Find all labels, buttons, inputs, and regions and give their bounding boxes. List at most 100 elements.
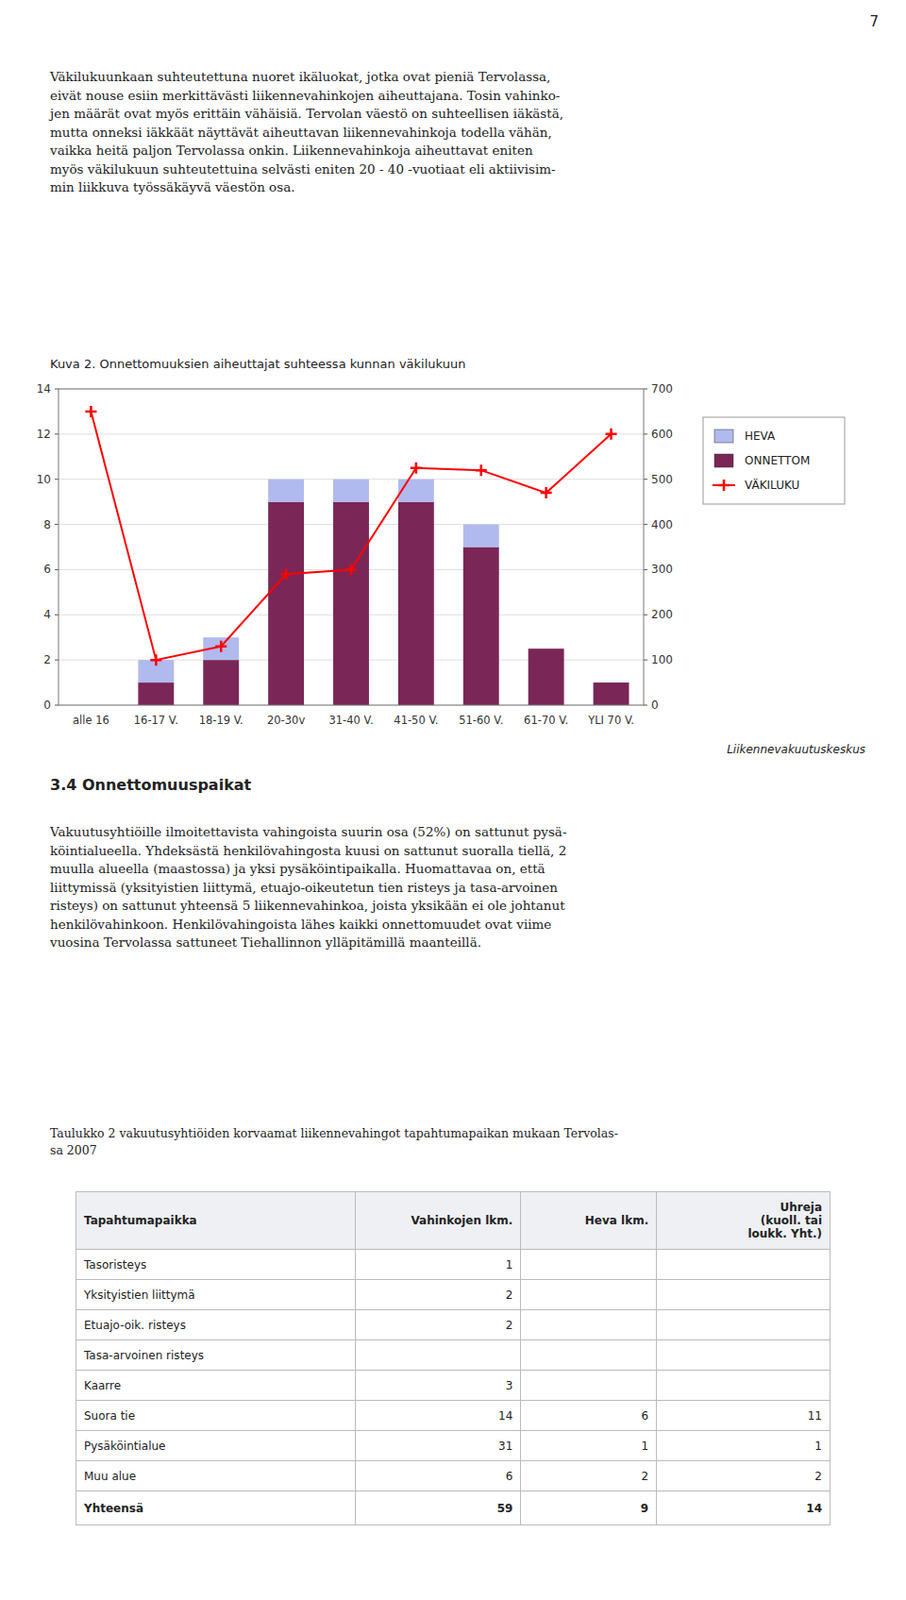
chart-title: Kuva 2. Onnettomuuksien aiheuttajat suht…: [50, 356, 466, 371]
table-cell: Yhteensä: [76, 1491, 356, 1526]
table-head: TapahtumapaikkaVahinkojen lkm.Heva lkm.U…: [76, 1191, 831, 1250]
table-row: Yksityistien liittymä2: [76, 1279, 831, 1310]
grid: [58, 388, 644, 705]
paragraph: Vakuutusyhtiöille ilmoitettavista vahing…: [50, 822, 862, 953]
table-cell: [656, 1340, 831, 1371]
tick-label: 300: [651, 562, 673, 576]
marker: [540, 486, 553, 499]
tick-label: 700: [651, 382, 673, 396]
legend-swatch: [714, 429, 734, 443]
table-wrap: TapahtumapaikkaVahinkojen lkm.Heva lkm.U…: [75, 1191, 831, 1526]
legend-entry: HEVA: [744, 429, 776, 443]
tick-label: 500: [651, 472, 673, 487]
marker: [605, 428, 618, 440]
marks: [84, 405, 629, 705]
legend-box: [703, 417, 845, 504]
tick-label: 8: [43, 518, 51, 532]
tick-mark: [54, 388, 59, 390]
bar: [593, 682, 630, 684]
table-cell: Tasoristeys: [76, 1249, 356, 1280]
bar: [202, 659, 239, 705]
table-row: Etuajo-oik. risteys2: [76, 1309, 831, 1341]
marker: [475, 464, 487, 476]
category-label: 16-17 V.: [134, 713, 179, 727]
marker: [345, 563, 357, 575]
tick-label: 4: [43, 607, 51, 621]
tick-label: 400: [651, 518, 673, 532]
table-cell: 31: [354, 1430, 521, 1461]
tick-mark: [643, 388, 648, 390]
tick-mark: [54, 569, 59, 571]
category-label: 20-30v: [267, 713, 305, 727]
table-cell: 14: [656, 1491, 831, 1526]
table-cell: [520, 1249, 657, 1280]
legend-swatch: [718, 479, 730, 491]
line: [90, 411, 611, 660]
tick-label: 6: [43, 562, 51, 576]
table-cell: Yksityistien liittymä: [76, 1279, 356, 1310]
bar: [398, 502, 435, 705]
tick-mark: [54, 614, 59, 616]
table-row: Kaarre3: [76, 1370, 831, 1401]
table-cell: [656, 1279, 831, 1310]
table-cell: [520, 1340, 657, 1371]
table: TapahtumapaikkaVahinkojen lkm.Heva lkm.U…: [75, 1191, 831, 1526]
table-cell: 9: [520, 1491, 657, 1526]
table-cell: 6: [354, 1460, 521, 1492]
table-cell: 3: [354, 1370, 521, 1401]
table-cell: [656, 1309, 831, 1341]
table-cell: [656, 1370, 831, 1401]
category-label: 41-50 V.: [393, 713, 438, 727]
tick-mark: [643, 478, 648, 480]
legend-swatch: [714, 453, 734, 468]
table-row: Tasa-arvoinen risteys: [76, 1340, 831, 1371]
tick-label: 0: [43, 698, 51, 712]
category-label: 18-19 V.: [199, 713, 244, 727]
table-cell: Etuajo-oik. risteys: [76, 1309, 356, 1341]
table-cell: Pysäköintialue: [76, 1430, 356, 1461]
tick-label: 600: [651, 427, 673, 441]
tick-mark: [643, 704, 648, 706]
marker: [410, 462, 422, 474]
table-cell: 2: [520, 1460, 657, 1492]
bar: [398, 479, 435, 503]
chart: 024681012140100200300400500600700alle 16…: [0, 379, 906, 743]
tick-label: 12: [36, 427, 51, 441]
category-label: alle 16: [72, 713, 110, 727]
bar: [333, 502, 370, 705]
table-cell: 6: [520, 1400, 657, 1431]
table-cell: [520, 1370, 657, 1401]
table-cell: 1: [354, 1249, 521, 1280]
table-cell: 2: [354, 1309, 521, 1341]
table-cell: [520, 1309, 657, 1341]
table-row: Tasoristeys1: [76, 1249, 831, 1280]
bar: [333, 479, 370, 503]
table-cell: Kaarre: [76, 1370, 356, 1401]
tick-label: 10: [36, 472, 51, 487]
table-body: Tasoristeys1Yksityistien liittymä2Etuajo…: [76, 1249, 831, 1526]
bar: [528, 648, 565, 650]
tick-mark: [54, 523, 59, 525]
marker: [150, 654, 162, 666]
tick-label: 2: [43, 653, 51, 667]
table-cell: Suora tie: [76, 1400, 356, 1431]
plot-background: [58, 388, 644, 705]
tick-mark: [643, 523, 648, 525]
bar: [268, 502, 304, 705]
table-row: Suora tie14611: [76, 1400, 831, 1431]
bar: [463, 524, 500, 548]
tick-mark: [54, 478, 59, 480]
tick-label: 0: [651, 698, 659, 712]
tick-mark: [643, 614, 648, 616]
table-cell: 1: [520, 1430, 657, 1461]
table-row: Pysäköintialue3111: [76, 1430, 831, 1461]
table-caption: Taulukko 2 vakuutusyhtiöiden korvaamat l…: [50, 1124, 862, 1159]
legend-entry: ONNETTOM: [744, 453, 810, 468]
table-header: Tapahtumapaikka: [76, 1191, 356, 1250]
category-label: 31-40 V.: [328, 713, 373, 727]
table-cell: Muu alue: [76, 1460, 356, 1492]
tick-mark: [54, 659, 59, 661]
tick-label: 200: [651, 607, 673, 621]
page-number: 7: [869, 13, 879, 31]
table-cell: [656, 1249, 831, 1280]
